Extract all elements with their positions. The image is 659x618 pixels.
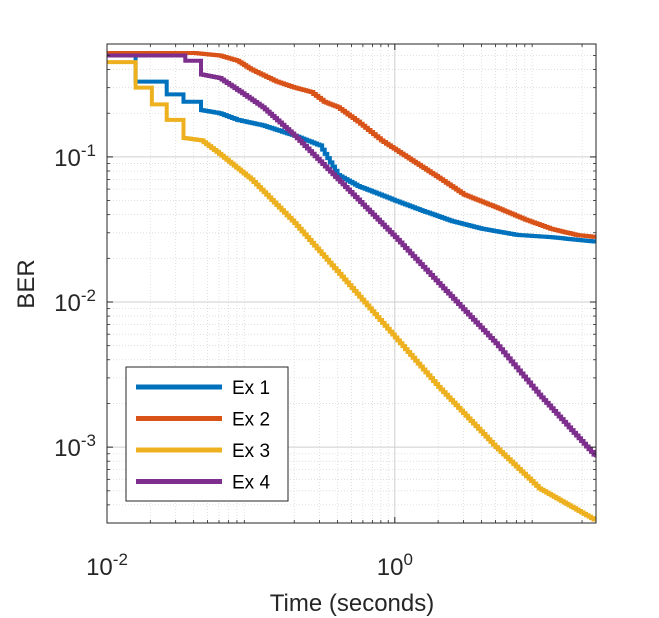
legend-label-1: Ex 1: [232, 378, 270, 399]
series-line-4: [107, 53, 596, 458]
y-tick-label: 10-1: [54, 141, 96, 172]
y-tick-label: 10-3: [54, 431, 96, 462]
x-axis-label: Time (seconds): [270, 590, 434, 617]
legend-label-3: Ex 3: [232, 441, 270, 462]
series-line-3: [107, 60, 596, 522]
y-tick-label: 10-2: [54, 286, 96, 317]
legend-label-4: Ex 4: [232, 473, 270, 494]
y-axis-label: BER: [13, 259, 40, 308]
series-line-1: [107, 53, 596, 244]
legend: Ex 1 Ex 2 Ex 3 Ex 4: [125, 366, 289, 502]
series-layer: [107, 51, 596, 522]
x-tick-label: 100: [377, 550, 413, 581]
x-tick-label: 10-2: [86, 550, 128, 581]
legend-label-2: Ex 2: [232, 410, 270, 431]
axis-ticks: [106, 44, 596, 524]
series-line-2: [107, 51, 596, 239]
tick-labels: 10-2 100 10-3 10-2 10-1: [54, 141, 413, 581]
